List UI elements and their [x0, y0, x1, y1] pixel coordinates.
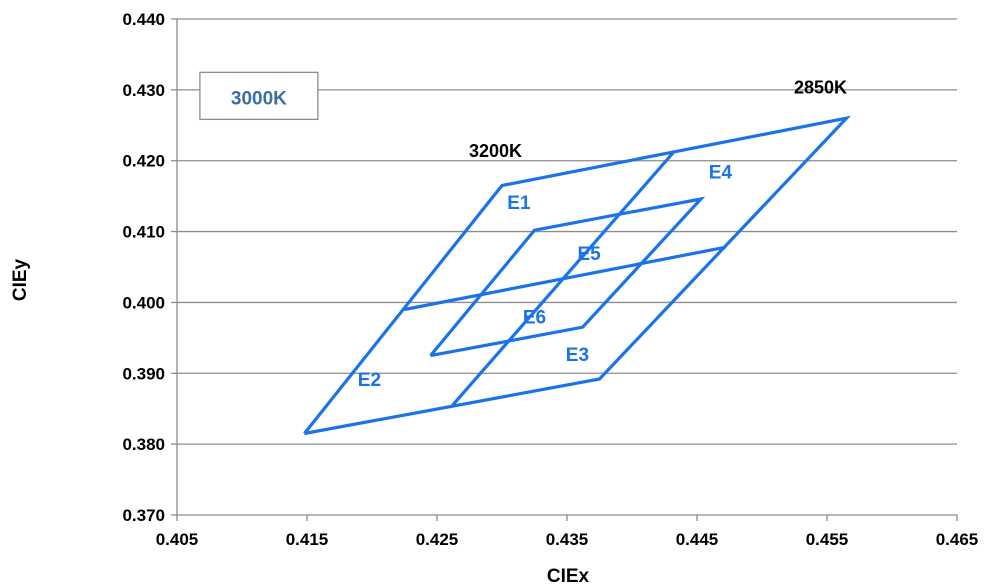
x-tick-label: 0.425 [416, 530, 459, 549]
x-tick-label: 0.435 [546, 530, 589, 549]
x-tick-label: 0.405 [156, 530, 199, 549]
annotations: E1 E2 E3 E4 E5 E6 3200K 2850K 3000K [199, 71, 847, 391]
region-label-e6: E6 [523, 308, 546, 329]
x-tick-label: 0.455 [806, 530, 849, 549]
y-tick-label: 0.410 [122, 223, 165, 242]
y-tick-label: 0.400 [122, 293, 165, 312]
x-tick-label: 0.465 [936, 530, 979, 549]
x-tick-label: 0.415 [286, 530, 329, 549]
legend-box-label: 3000K [231, 88, 287, 109]
y-tick-label: 0.420 [122, 152, 165, 171]
region-label-e4: E4 [709, 162, 733, 183]
x-axis-label: CIEx [547, 566, 590, 586]
y-tick-label: 0.370 [122, 506, 165, 525]
y-axis-label: CIEy [10, 258, 31, 301]
bin-line [303, 115, 852, 436]
axes: 0.370 0.380 0.390 0.400 0.410 0.420 0.430 0.440… [122, 10, 978, 549]
bin-outlines [303, 115, 852, 436]
region-label-e2: E2 [358, 370, 381, 391]
legend-box [199, 71, 319, 121]
region-label-e3: E3 [566, 345, 589, 366]
bin-line [451, 151, 675, 407]
region-label-e1: E1 [507, 193, 531, 214]
y-tick-label: 0.380 [122, 435, 165, 454]
cct-label: 3200K [469, 141, 522, 161]
y-tick-label: 0.390 [122, 364, 165, 383]
y-tick-label: 0.430 [122, 81, 165, 100]
cct-label: 2850K [794, 77, 847, 97]
x-tick-label: 0.445 [676, 530, 719, 549]
y-tick-label: 0.440 [122, 10, 165, 29]
region-label-e5: E5 [577, 244, 601, 265]
bin-line [429, 196, 706, 358]
